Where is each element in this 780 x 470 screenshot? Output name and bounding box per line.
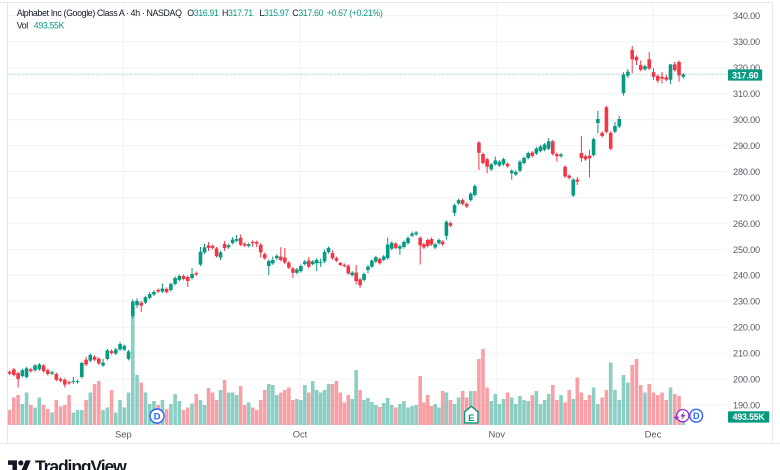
- svg-text:220.00: 220.00: [733, 323, 760, 333]
- svg-text:493.55K: 493.55K: [733, 412, 766, 422]
- svg-text:210.00: 210.00: [733, 349, 760, 359]
- svg-text:TradingView: TradingView: [35, 456, 127, 470]
- svg-text:280.00: 280.00: [733, 167, 760, 177]
- svg-text:290.00: 290.00: [733, 141, 760, 151]
- svg-text:O316.91: O316.91: [187, 8, 219, 18]
- svg-text:D: D: [154, 412, 161, 423]
- svg-text:+0.67 (+0.21%): +0.67 (+0.21%): [327, 8, 383, 18]
- svg-text:240.00: 240.00: [733, 271, 760, 281]
- svg-text:H317.71: H317.71: [222, 8, 253, 18]
- svg-text:270.00: 270.00: [733, 193, 760, 203]
- svg-text:Oct: Oct: [293, 429, 308, 440]
- svg-text:Alphabet Inc (Google) Class A: Alphabet Inc (Google) Class A · 4h · NAS…: [17, 8, 182, 18]
- svg-text:Dec: Dec: [645, 429, 662, 440]
- svg-text:200.00: 200.00: [733, 375, 760, 385]
- svg-text:E: E: [468, 413, 474, 424]
- svg-text:250.00: 250.00: [733, 245, 760, 255]
- svg-text:Vol 493.55K: Vol 493.55K: [17, 21, 65, 31]
- svg-text:Sep: Sep: [115, 429, 132, 440]
- svg-text:260.00: 260.00: [733, 219, 760, 229]
- svg-text:300.00: 300.00: [733, 115, 760, 125]
- svg-text:340.00: 340.00: [733, 11, 760, 21]
- svg-text:D: D: [693, 411, 700, 421]
- svg-text:L315.97: L315.97: [260, 8, 290, 18]
- svg-text:320.00: 320.00: [733, 63, 760, 73]
- svg-text:317.60: 317.60: [732, 70, 758, 80]
- svg-text:310.00: 310.00: [733, 89, 760, 99]
- svg-text:Nov: Nov: [488, 429, 505, 440]
- svg-text:C317.60: C317.60: [292, 8, 323, 18]
- svg-text:190.00: 190.00: [733, 401, 760, 411]
- svg-text:230.00: 230.00: [733, 297, 760, 307]
- svg-text:330.00: 330.00: [733, 37, 760, 47]
